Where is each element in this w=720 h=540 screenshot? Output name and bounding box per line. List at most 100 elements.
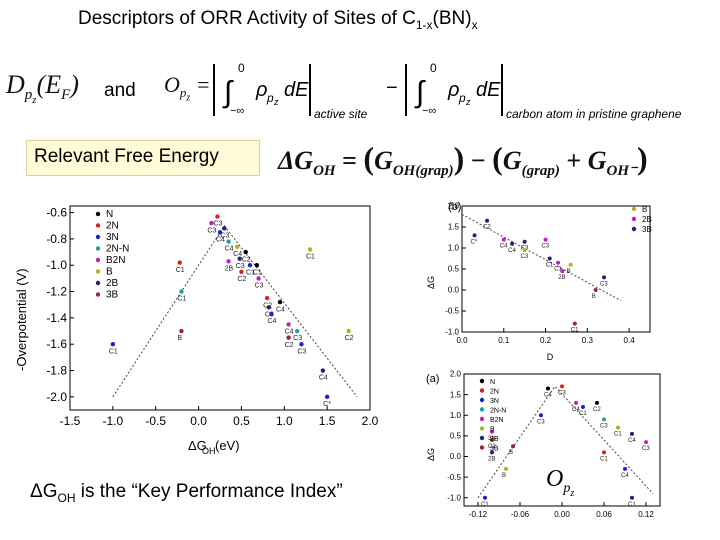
x-tick-label: 0.0 xyxy=(190,414,207,428)
relevant-free-energy-label: Relevant Free Energy xyxy=(34,146,219,167)
data-point-label: C3 xyxy=(537,419,545,425)
data-point xyxy=(234,244,240,249)
data-point xyxy=(510,241,515,246)
data-point-label: 3N xyxy=(488,436,496,442)
data-point xyxy=(581,405,585,409)
data-point xyxy=(543,237,548,242)
y-tick-label: -1.0 xyxy=(447,493,461,502)
legend-marker xyxy=(95,246,101,251)
kpi-statement: ΔGOH is the “Key Performance Index” xyxy=(30,481,343,505)
data-point xyxy=(266,305,272,310)
data-point xyxy=(623,466,627,471)
x-tick-label: 0.12 xyxy=(638,510,654,519)
data-point xyxy=(546,386,550,391)
data-point-label: C4 xyxy=(319,375,328,382)
data-point xyxy=(602,450,606,455)
legend-marker xyxy=(479,426,485,431)
data-point xyxy=(307,247,313,252)
data-point-label: C1 xyxy=(481,502,489,508)
and-text: and xyxy=(104,80,136,101)
svg-text:p: p xyxy=(266,91,274,105)
data-point xyxy=(217,230,223,235)
data-point xyxy=(490,438,494,442)
x-axis-label-unit: (eV) xyxy=(215,438,240,453)
data-point-label: C1 xyxy=(246,269,255,276)
data-point-label: C3 xyxy=(207,227,216,234)
y-tick-label: 0.0 xyxy=(448,286,460,295)
data-point xyxy=(177,260,182,265)
y-tick-label: 2.0 xyxy=(450,370,462,379)
data-point-label: C4 xyxy=(621,473,629,479)
y-tick-label: -1.8 xyxy=(46,364,67,378)
legend-entry: 2N-N xyxy=(106,244,129,255)
data-point xyxy=(209,220,214,226)
x-tick-label: -1.0 xyxy=(103,414,124,428)
data-point xyxy=(511,444,515,449)
data-point xyxy=(472,233,477,238)
data-point-label: C* xyxy=(323,401,331,408)
svg-text:dE: dE xyxy=(284,79,309,101)
x-tick-label: 0.4 xyxy=(624,336,636,345)
data-point xyxy=(237,256,242,261)
data-point-label: B xyxy=(567,269,571,275)
data-point-label: C3 xyxy=(521,254,529,260)
svg-text:p: p xyxy=(458,91,466,105)
data-point xyxy=(294,328,300,334)
legend-marker xyxy=(631,226,637,232)
x-tick-label: 0.06 xyxy=(596,510,612,519)
y-tick-label: -0.5 xyxy=(445,307,459,316)
opz-correlation-chart: -0.12 -0.06 0.00 0.06 0.12 2.0 1.5 1.0 0.5 0.0 -0.… xyxy=(426,370,661,519)
data-point-label: C1 xyxy=(554,267,562,273)
svg-text:ρ: ρ xyxy=(447,79,459,101)
panel-label: (b) xyxy=(448,201,461,213)
x-tick-label: -0.5 xyxy=(145,414,166,428)
relevant-free-energy-box xyxy=(26,140,260,176)
data-point-label: C3 xyxy=(558,390,566,396)
legend-entry: 2B xyxy=(642,215,652,224)
integral-sign: ∫ xyxy=(222,76,234,109)
data-point-label: 2B xyxy=(488,456,495,462)
data-point-label: C3 xyxy=(220,233,229,240)
data-point-label: C3 xyxy=(213,221,222,228)
data-point-label: C3 xyxy=(255,283,264,290)
data-point xyxy=(572,321,577,326)
legend-entry: N xyxy=(490,379,495,386)
legend-entry: 2N-N xyxy=(490,408,506,415)
data-point-label: C2 xyxy=(237,276,246,283)
data-point xyxy=(324,394,330,400)
data-point xyxy=(226,239,231,244)
data-point-label: C3 xyxy=(265,312,274,319)
data-point xyxy=(595,400,599,405)
trend-line xyxy=(112,224,358,398)
data-point-label: 2B xyxy=(558,275,565,281)
data-point xyxy=(226,259,231,264)
data-point-label: C1 xyxy=(253,269,262,276)
data-point xyxy=(179,289,184,294)
x-tick-label: 0.1 xyxy=(498,336,510,345)
legend-entry: B xyxy=(106,267,113,278)
data-point-label: 2B xyxy=(225,265,234,272)
data-point-label: C4 xyxy=(233,251,242,258)
data-point-label: C3 xyxy=(542,244,550,250)
x-tick-label: 2.0 xyxy=(362,414,379,428)
y-tick-label: 1.5 xyxy=(450,390,462,399)
data-point-label: C4 xyxy=(216,237,225,244)
x-tick-label: 0.00 xyxy=(554,510,570,519)
data-point-label: C4 xyxy=(572,407,580,413)
y-tick-label: 1.0 xyxy=(450,411,462,420)
data-point-label: C2 xyxy=(242,256,251,263)
data-point-label: C2 xyxy=(483,225,491,231)
data-point xyxy=(522,248,527,253)
data-point-label: C3 xyxy=(297,348,306,355)
trend-line xyxy=(477,385,654,499)
svg-text:active site: active site xyxy=(314,107,368,121)
legend-marker xyxy=(95,269,101,274)
y-tick-label: -1.0 xyxy=(445,328,459,337)
opz-label: Opz xyxy=(546,466,575,499)
data-point xyxy=(602,275,607,280)
legend-marker xyxy=(95,211,101,217)
data-point xyxy=(547,256,552,261)
data-point-label: C3 xyxy=(293,335,302,342)
legend-entry: B xyxy=(642,205,647,214)
data-point xyxy=(483,495,487,500)
